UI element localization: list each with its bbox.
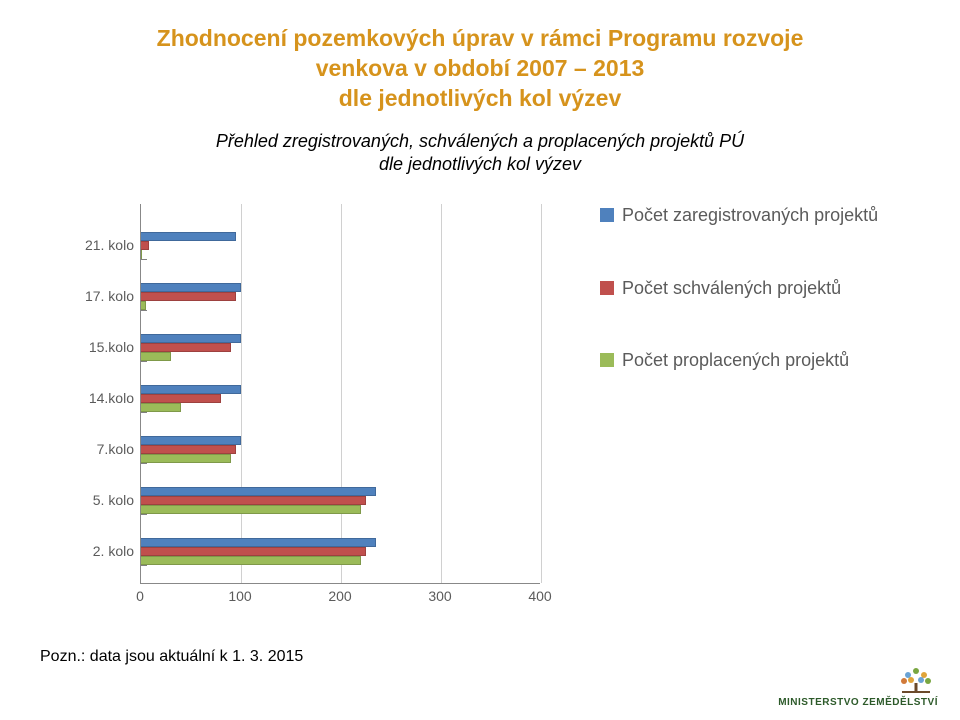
- legend-item-registered: Počet zaregistrovaných projektů: [600, 204, 930, 227]
- y-tick-label: 2. kolo: [93, 543, 134, 559]
- y-tick-label: 5. kolo: [93, 492, 134, 508]
- legend-item-approved: Počet schválených projektů: [600, 277, 930, 300]
- title-line-1: Zhodnocení pozemkových úprav v rámci Pro…: [157, 25, 804, 51]
- gridline: [441, 204, 442, 583]
- gridline: [241, 204, 242, 583]
- x-tick-label: 100: [228, 588, 251, 604]
- ministry-label: MINISTERSTVO ZEMĚDĚLSTVÍ: [778, 697, 938, 708]
- y-tick-label: 21. kolo: [85, 237, 134, 253]
- legend-label-registered: Počet zaregistrovaných projektů: [622, 204, 878, 227]
- legend-label-approved: Počet schválených projektů: [622, 277, 841, 300]
- bar-reg: [141, 487, 376, 496]
- bar-reg: [141, 232, 236, 241]
- footnote: Pozn.: data jsou aktuální k 1. 3. 2015: [40, 648, 303, 666]
- bar-prop: [141, 454, 231, 463]
- subtitle-line-2: dle jednotlivých kol výzev: [379, 154, 581, 174]
- legend-label-paid: Počet proplacených projektů: [622, 349, 849, 372]
- x-tick-label: 200: [328, 588, 351, 604]
- bar-prop: [141, 505, 361, 514]
- bar-schv: [141, 292, 236, 301]
- bar-prop: [141, 556, 361, 565]
- bar-reg: [141, 283, 241, 292]
- bar-prop: [141, 250, 142, 259]
- bar-prop: [141, 403, 181, 412]
- y-axis-labels: 21. kolo 17. kolo 15.kolo 14.kolo 7.kolo 5. k…: [40, 204, 134, 584]
- legend: Počet zaregistrovaných projektů Počet sc…: [600, 204, 930, 422]
- y-tick-label: 17. kolo: [85, 288, 134, 304]
- bar-schv: [141, 394, 221, 403]
- y-tick-label: 7.kolo: [97, 441, 134, 457]
- tree-icon: [894, 655, 938, 695]
- x-tick-label: 0: [136, 588, 144, 604]
- x-tick-label: 300: [428, 588, 451, 604]
- bar-reg: [141, 334, 241, 343]
- title-line-3: dle jednotlivých kol výzev: [339, 85, 622, 111]
- page-title: Zhodnocení pozemkových úprav v rámci Pro…: [40, 24, 920, 114]
- bar-reg: [141, 538, 376, 547]
- subtitle-line-1: Přehled zregistrovaných, schválených a p…: [216, 131, 744, 151]
- slide-page: Zhodnocení pozemkových úprav v rámci Pro…: [0, 0, 960, 720]
- x-tick-label: 400: [528, 588, 551, 604]
- plot-area: [140, 204, 540, 584]
- bar-schv: [141, 445, 236, 454]
- y-tick-label: 15.kolo: [89, 339, 134, 355]
- legend-swatch-registered: [600, 208, 614, 222]
- bar-reg: [141, 385, 241, 394]
- bar-schv: [141, 547, 366, 556]
- x-axis-labels: 0100200300400: [140, 588, 540, 608]
- legend-item-paid: Počet proplacených projektů: [600, 349, 930, 372]
- bar-prop: [141, 301, 146, 310]
- legend-swatch-paid: [600, 353, 614, 367]
- bar-prop: [141, 352, 171, 361]
- bar-schv: [141, 496, 366, 505]
- title-line-2: venkova v období 2007 – 2013: [316, 55, 645, 81]
- bar-reg: [141, 436, 241, 445]
- legend-swatch-approved: [600, 281, 614, 295]
- page-subtitle: Přehled zregistrovaných, schválených a p…: [40, 130, 920, 177]
- gridline: [341, 204, 342, 583]
- gridline: [541, 204, 542, 583]
- bar-schv: [141, 343, 231, 352]
- chart-container: 21. kolo 17. kolo 15.kolo 14.kolo 7.kolo 5. k…: [40, 204, 920, 624]
- ministry-logo: MINISTERSTVO ZEMĚDĚLSTVÍ: [778, 655, 938, 708]
- y-tick-label: 14.kolo: [89, 390, 134, 406]
- bar-schv: [141, 241, 149, 250]
